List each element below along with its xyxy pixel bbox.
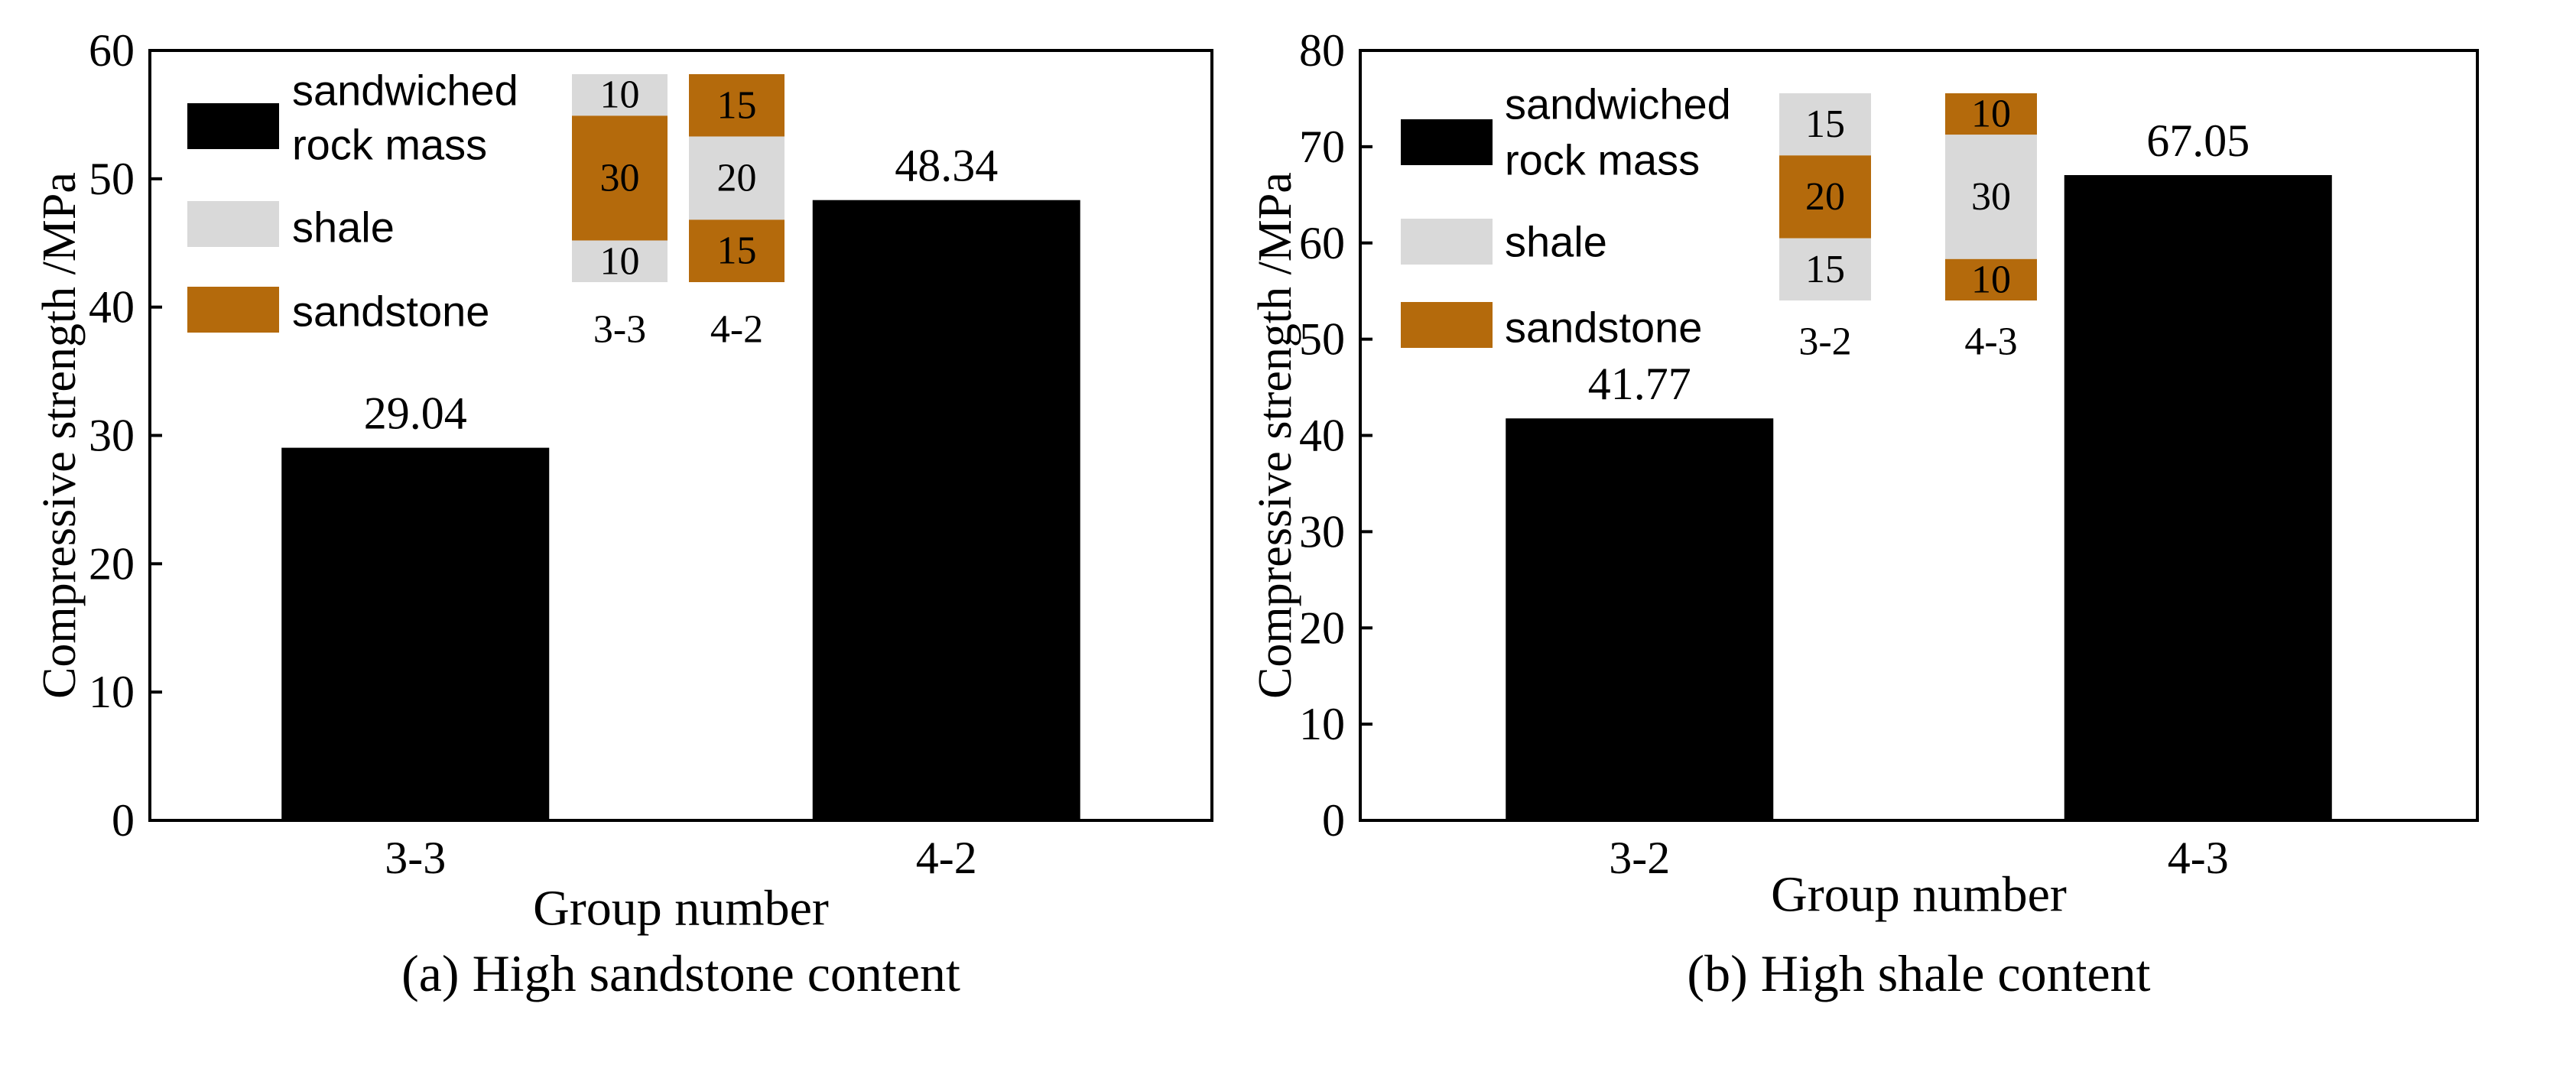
legend-label-sandwiched-line1: sandwiched <box>292 67 518 115</box>
specimen-4-3-layer-3-sandstone <box>1945 258 2037 300</box>
bar-4-2 <box>812 200 1080 820</box>
chart-caption: (a) High sandstone content <box>401 944 960 1002</box>
y-tick-label-40: 40 <box>1299 411 1345 461</box>
specimen-label-4-2: 4-2 <box>710 308 763 352</box>
y-tick-label-50: 50 <box>1299 314 1345 365</box>
legend-label-shale: shale <box>292 203 395 252</box>
specimen-3-3-layer-2-sandstone <box>572 115 668 241</box>
x-axis-title: Group number <box>533 881 829 937</box>
legend-label-sandwiched-line1: sandwiched <box>1505 80 1731 128</box>
y-tick-label-10: 10 <box>89 667 135 717</box>
specimen-3-2-layer-3-thickness: 15 <box>1805 248 1845 291</box>
specimen-4-2-layer-3-thickness: 15 <box>717 229 757 273</box>
y-tick-label-20: 20 <box>89 538 135 589</box>
specimen-4-2-layer-2-thickness: 20 <box>717 157 757 200</box>
specimen-3-2-layer-2-sandstone <box>1779 155 1871 239</box>
legend-swatch-shale <box>1401 219 1493 265</box>
y-tick-label-40: 40 <box>89 282 135 333</box>
y-tick-label-0: 0 <box>112 795 135 846</box>
legend-swatch-sandstone <box>1401 302 1493 348</box>
legend-label-sandwiched-line2: rock mass <box>292 121 487 169</box>
bar-3-3 <box>281 447 550 820</box>
legend-swatch-sandwiched <box>1401 119 1493 165</box>
y-tick-label-80: 80 <box>1299 25 1345 76</box>
legend-swatch-shale <box>187 201 279 247</box>
specimen-3-2-layer-1-thickness: 15 <box>1805 102 1845 146</box>
y-axis-title: Compressive strength /MPa <box>1249 172 1301 699</box>
y-tick-label-30: 30 <box>1299 506 1345 557</box>
x-tick-label-3-3: 3-3 <box>385 833 446 883</box>
x-axis-title: Group number <box>1771 867 2067 923</box>
specimen-4-2-layer-2-shale <box>689 136 784 220</box>
legend-label-sandstone: sandstone <box>292 287 489 336</box>
y-tick-label-0: 0 <box>1322 795 1345 846</box>
legend-label-shale: shale <box>1505 218 1607 266</box>
specimen-4-3-layer-3-thickness: 10 <box>1971 258 2011 301</box>
specimen-3-2-layer-1-shale <box>1779 93 1871 156</box>
y-axis-title: Compressive strength /MPa <box>34 172 86 699</box>
specimen-label-4-3: 4-3 <box>1964 320 2017 364</box>
y-tick-label-30: 30 <box>89 411 135 461</box>
specimen-3-3-layer-1-thickness: 10 <box>600 73 640 117</box>
x-tick-label-4-3: 4-3 <box>2168 833 2229 883</box>
legend-label-sandstone: sandstone <box>1505 304 1702 352</box>
specimen-label-3-2: 3-2 <box>1798 320 1851 364</box>
value-label-4-3: 67.05 <box>2146 115 2250 166</box>
chart-a: 29.04 48.34 0 10 20 30 40 50 60 3-3 4-2 Group numbe… <box>34 25 1213 1002</box>
specimen-3-3-layer-2-thickness: 30 <box>600 157 640 200</box>
specimen-3-3-layer-1-shale <box>572 74 668 116</box>
specimen-4-2-layer-3-sandstone <box>689 219 784 282</box>
y-tick-label-20: 20 <box>1299 602 1345 653</box>
x-tick-label-3-2: 3-2 <box>1609 833 1670 883</box>
y-tick-label-50: 50 <box>89 154 135 204</box>
legend-swatch-sandstone <box>187 287 279 333</box>
specimen-3-2-layer-3-shale <box>1779 238 1871 300</box>
x-tick-label-4-2: 4-2 <box>916 833 977 883</box>
specimen-4-2-layer-1-thickness: 15 <box>717 83 757 127</box>
specimen-label-3-3: 3-3 <box>593 308 646 352</box>
y-tick-label-60: 60 <box>1299 218 1345 268</box>
y-tick-label-70: 70 <box>1299 122 1345 172</box>
bar-3-2 <box>1506 418 1774 820</box>
legend-label-sandwiched-line2: rock mass <box>1505 136 1700 184</box>
value-label-3-3: 29.04 <box>364 388 467 439</box>
bar-4-3 <box>2064 175 2332 820</box>
specimen-4-3-layer-2-thickness: 30 <box>1971 175 2011 219</box>
y-tick-label-10: 10 <box>1299 699 1345 749</box>
specimen-4-3-layer-1-thickness: 10 <box>1971 93 2011 136</box>
legend-swatch-sandwiched <box>187 103 279 149</box>
y-tick-label-60: 60 <box>89 25 135 76</box>
specimen-4-3-layer-2-shale <box>1945 135 2037 259</box>
specimen-3-3-layer-3-thickness: 10 <box>600 239 640 283</box>
specimen-4-2-layer-1-sandstone <box>689 74 784 137</box>
specimen-4-3-layer-1-sandstone <box>1945 93 2037 135</box>
value-label-4-2: 48.34 <box>895 141 998 191</box>
chart-b: 41.77 67.05 0 10 20 30 40 50 60 70 80 3-2 4-3 Group n… <box>1249 25 2479 1002</box>
specimen-3-2-layer-2-thickness: 20 <box>1805 175 1845 219</box>
specimen-3-3-layer-3-shale <box>572 240 668 282</box>
chart-caption: (b) High shale content <box>1687 944 2150 1002</box>
value-label-3-2: 41.77 <box>1588 359 1691 409</box>
